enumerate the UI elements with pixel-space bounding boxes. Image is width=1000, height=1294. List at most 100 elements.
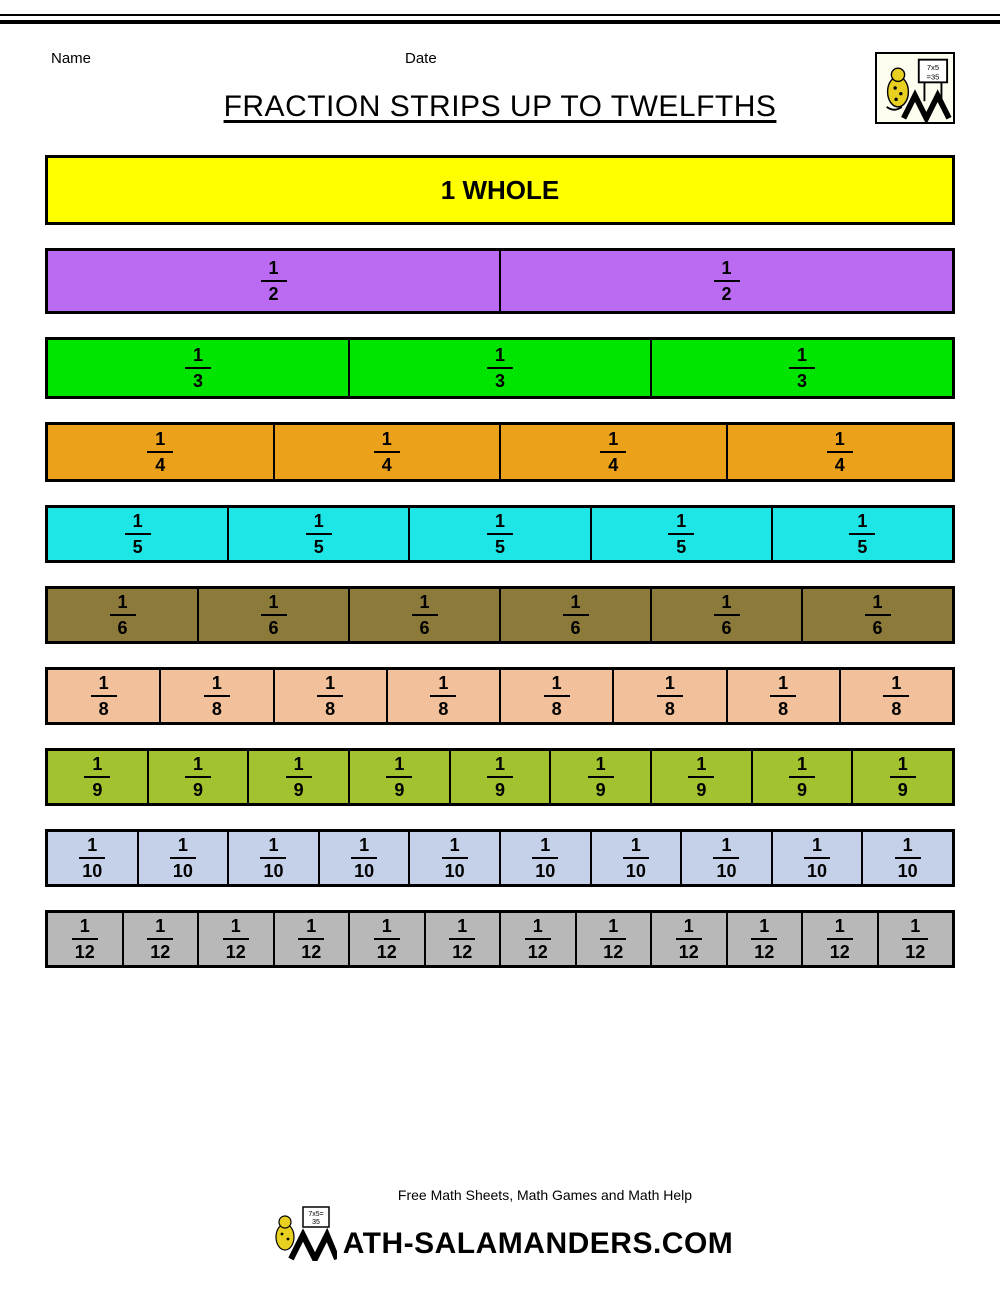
- fraction-segment: 112: [275, 913, 351, 965]
- fraction-segment: 16: [350, 589, 501, 641]
- fraction-bar: [525, 938, 551, 940]
- fraction-denominator: 10: [263, 860, 283, 880]
- fraction-denominator: 2: [268, 283, 278, 303]
- fraction-label: 112: [449, 917, 475, 961]
- fraction-segment: 19: [551, 751, 652, 803]
- date-label: Date: [405, 50, 437, 67]
- fraction-label: 110: [79, 836, 105, 880]
- fraction-segment: 16: [199, 589, 350, 641]
- fraction-denominator: 10: [898, 860, 918, 880]
- fraction-bar: [588, 776, 614, 778]
- fraction-segment: 19: [48, 751, 149, 803]
- fraction-label: 14: [827, 430, 853, 474]
- fraction-numerator: 1: [359, 836, 369, 856]
- fraction-denominator: 8: [665, 698, 675, 718]
- fraction-numerator: 1: [87, 836, 97, 856]
- fraction-denominator: 12: [528, 941, 548, 961]
- fraction-label: 18: [317, 674, 343, 718]
- fraction-strip-row: 14141414: [45, 422, 955, 482]
- fraction-bar: [185, 776, 211, 778]
- fraction-bar: [386, 776, 412, 778]
- fraction-numerator: 1: [457, 917, 467, 937]
- fraction-numerator: 1: [872, 593, 882, 613]
- fraction-bar: [430, 695, 456, 697]
- fraction-numerator: 1: [382, 430, 392, 450]
- fraction-bar: [600, 451, 626, 453]
- fraction-segment: 14: [275, 425, 502, 479]
- fraction-segment: 16: [48, 589, 199, 641]
- fraction-segment: 19: [652, 751, 753, 803]
- fraction-numerator: 1: [193, 346, 203, 366]
- fraction-segment: 110: [682, 832, 773, 884]
- fraction-bar: [261, 280, 287, 282]
- fraction-label: 112: [147, 917, 173, 961]
- fraction-label: 16: [563, 593, 589, 637]
- fraction-numerator: 1: [533, 917, 543, 937]
- fraction-label: 12: [261, 259, 287, 303]
- fraction-bar: [827, 451, 853, 453]
- fraction-segment: 13: [48, 340, 350, 396]
- footer-brand: 7x5= 35 ATH-SALAMANDERS.COM: [267, 1205, 734, 1261]
- svg-text:7x5=: 7x5=: [308, 1211, 323, 1218]
- fraction-label: 112: [374, 917, 400, 961]
- fraction-numerator: 1: [495, 346, 505, 366]
- fraction-label: 19: [84, 755, 110, 799]
- fraction-denominator: 12: [830, 941, 850, 961]
- fraction-label: 112: [827, 917, 853, 961]
- fraction-denominator: 6: [117, 617, 127, 637]
- fraction-strip-row: 1515151515: [45, 505, 955, 563]
- fraction-segment: 18: [48, 670, 161, 722]
- fraction-label: 19: [487, 755, 513, 799]
- fraction-segment: 110: [773, 832, 864, 884]
- fraction-numerator: 1: [903, 836, 913, 856]
- fraction-denominator: 3: [797, 370, 807, 390]
- svg-text:=35: =35: [927, 73, 940, 82]
- fraction-bar: [442, 857, 468, 859]
- fraction-label: 110: [442, 836, 468, 880]
- fraction-numerator: 1: [495, 755, 505, 775]
- fraction-segment: 18: [275, 670, 388, 722]
- fraction-numerator: 1: [394, 755, 404, 775]
- fraction-numerator: 1: [570, 593, 580, 613]
- fraction-segment: 16: [501, 589, 652, 641]
- fraction-numerator: 1: [835, 917, 845, 937]
- fraction-denominator: 8: [325, 698, 335, 718]
- fraction-label: 112: [751, 917, 777, 961]
- fraction-bar: [298, 938, 324, 940]
- fraction-numerator: 1: [835, 430, 845, 450]
- fraction-segment: 110: [592, 832, 683, 884]
- fraction-bar: [789, 776, 815, 778]
- fraction-segment: 110: [320, 832, 411, 884]
- fraction-strip-row: 1 WHOLE: [45, 155, 955, 225]
- fraction-label: 16: [714, 593, 740, 637]
- fraction-numerator: 1: [797, 755, 807, 775]
- fraction-label: 110: [623, 836, 649, 880]
- fraction-label: 112: [72, 917, 98, 961]
- fraction-numerator: 1: [721, 593, 731, 613]
- fraction-denominator: 10: [82, 860, 102, 880]
- fraction-segment: 19: [350, 751, 451, 803]
- fraction-bar: [374, 938, 400, 940]
- fraction-label: 19: [688, 755, 714, 799]
- fraction-label: 112: [676, 917, 702, 961]
- fraction-label: 12: [714, 259, 740, 303]
- fraction-denominator: 9: [92, 779, 102, 799]
- fraction-bar: [849, 533, 875, 535]
- fraction-denominator: 9: [394, 779, 404, 799]
- fraction-numerator: 1: [696, 755, 706, 775]
- fraction-segment: 16: [652, 589, 803, 641]
- fraction-numerator: 1: [684, 917, 694, 937]
- fraction-strip-row: 161616161616: [45, 586, 955, 644]
- fraction-label: 18: [544, 674, 570, 718]
- fraction-label: 16: [412, 593, 438, 637]
- fraction-label: 18: [883, 674, 909, 718]
- fraction-segment: 112: [426, 913, 502, 965]
- fraction-label: 19: [286, 755, 312, 799]
- fraction-denominator: 9: [596, 779, 606, 799]
- fraction-denominator: 10: [626, 860, 646, 880]
- fraction-bar: [72, 938, 98, 940]
- fraction-label: 14: [600, 430, 626, 474]
- fraction-denominator: 12: [754, 941, 774, 961]
- fraction-bar: [487, 533, 513, 535]
- fraction-bar: [147, 938, 173, 940]
